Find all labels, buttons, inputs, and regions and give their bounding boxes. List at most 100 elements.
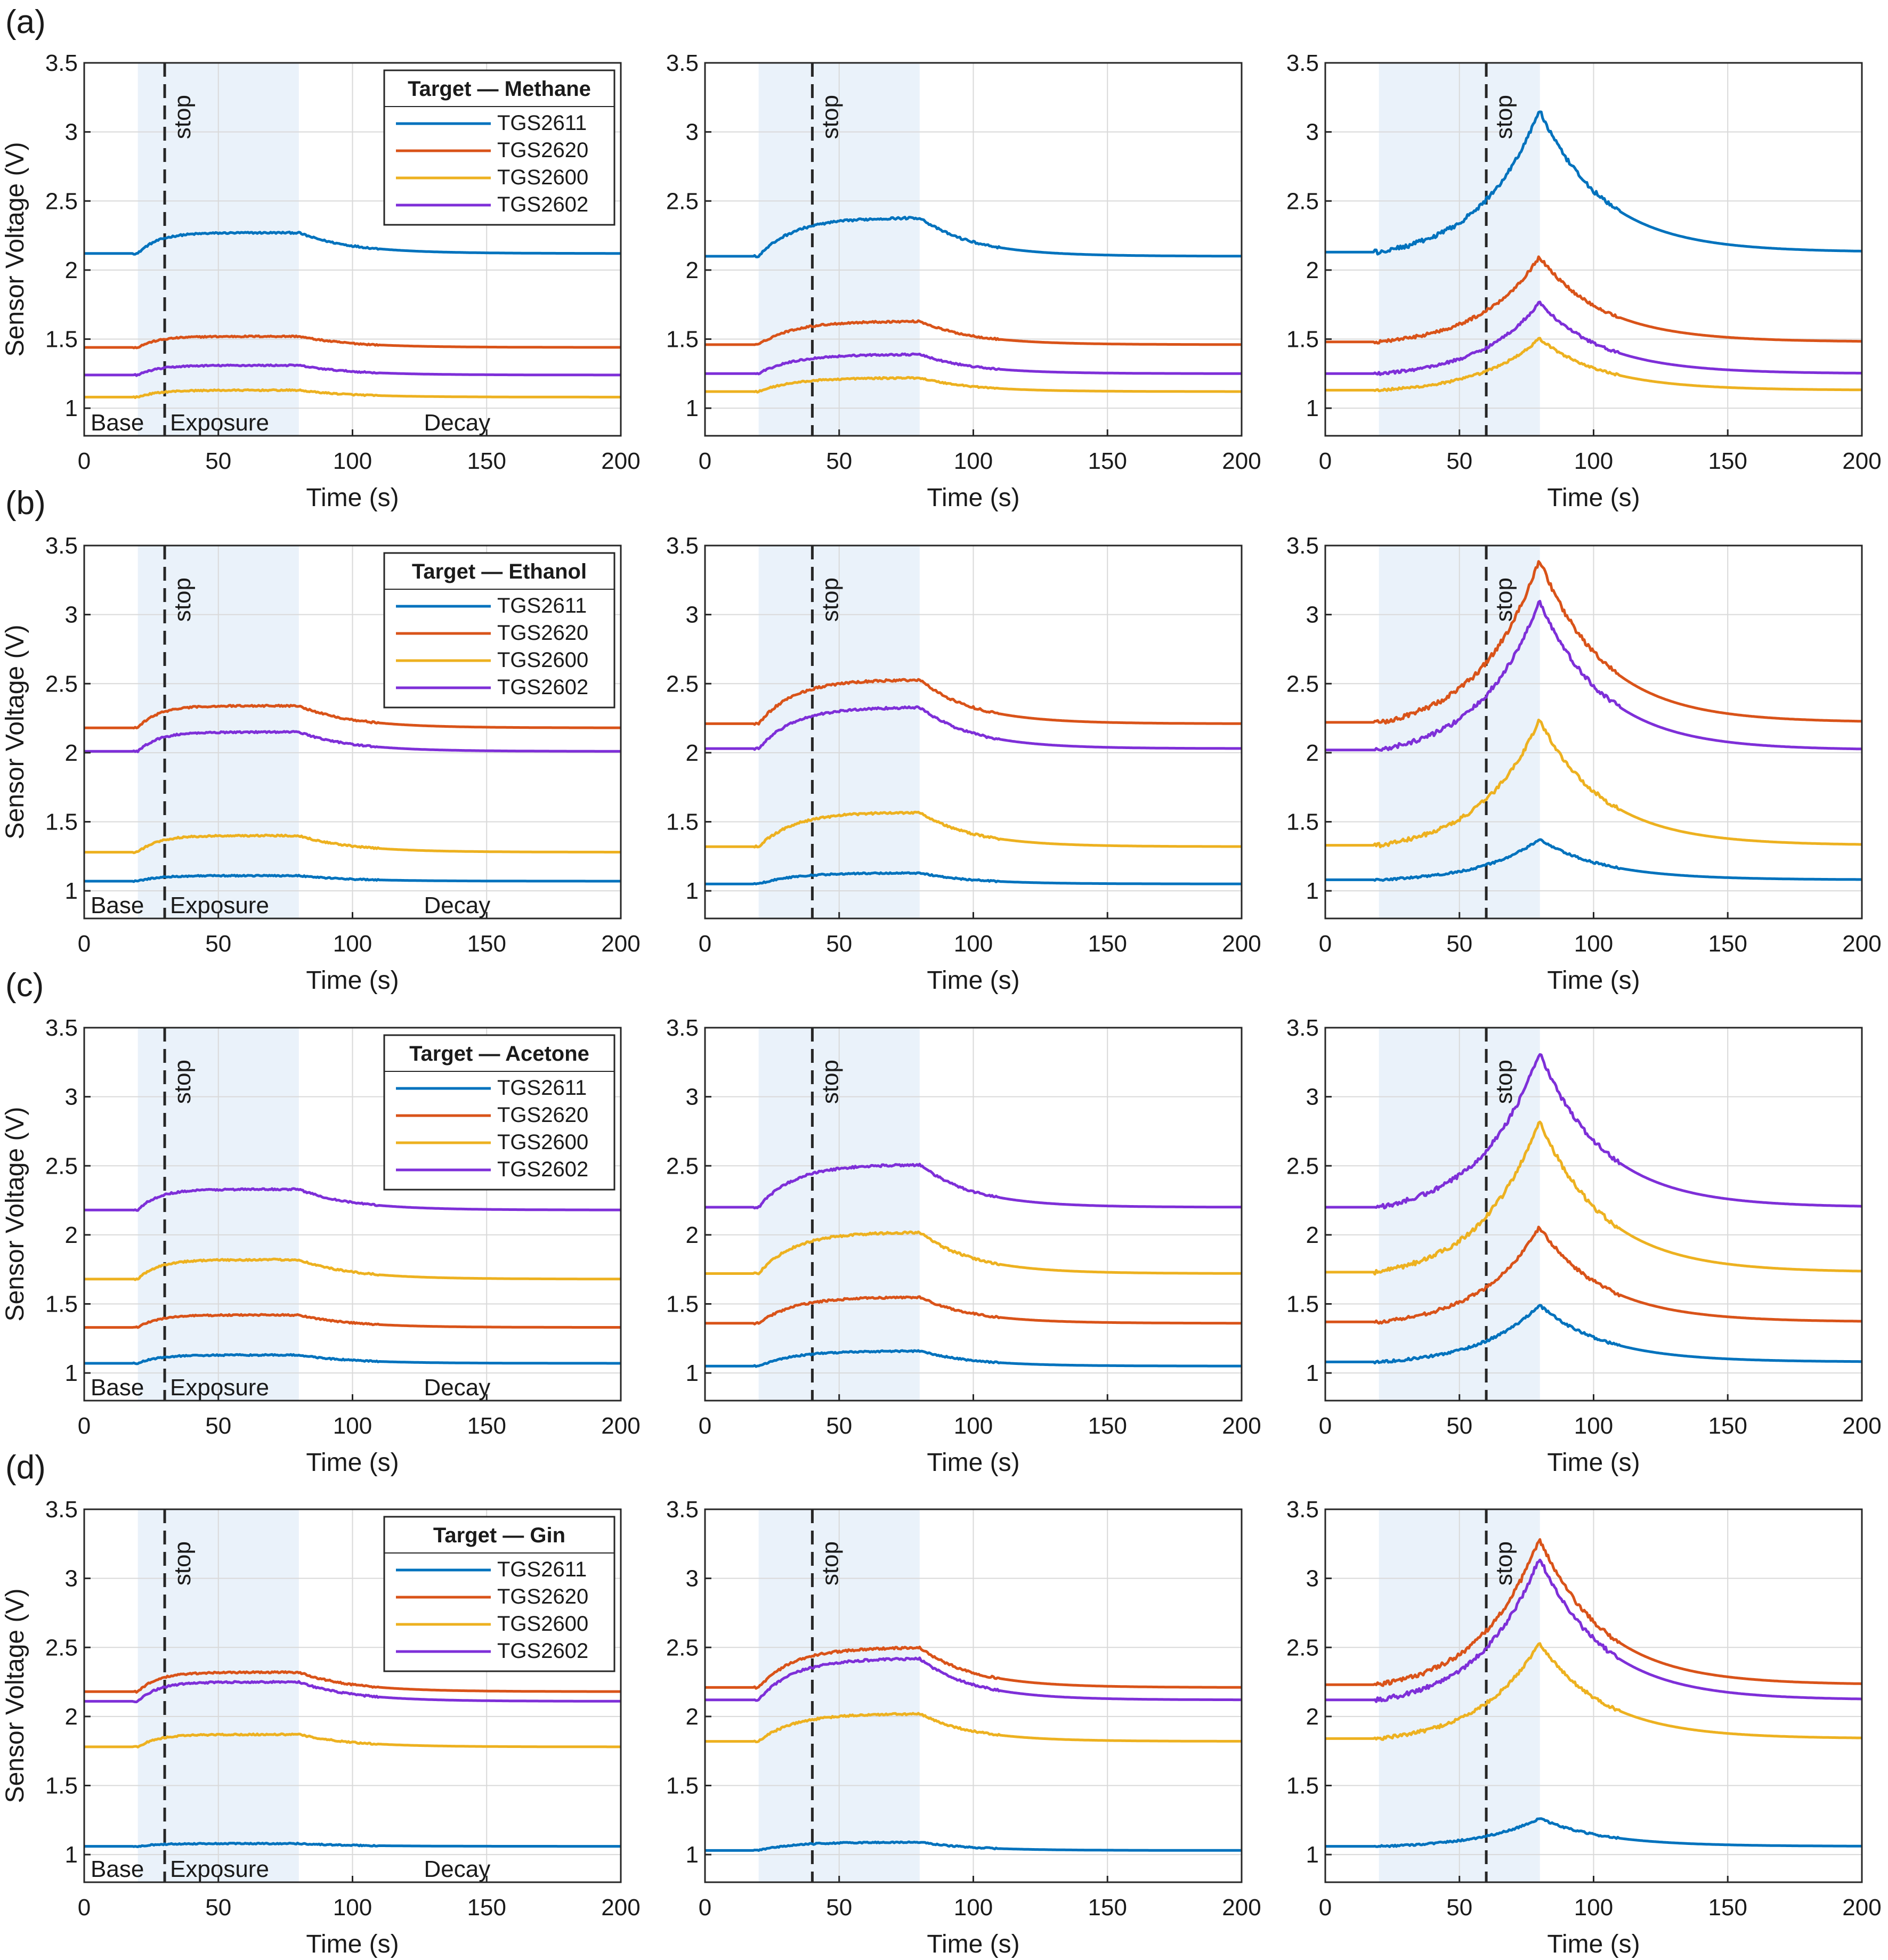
x-tick-label: 0 [699, 1894, 711, 1921]
x-axis-label: Time (s) [1547, 1449, 1640, 1477]
y-tick-label: 2.5 [45, 1153, 78, 1179]
region-label-decay: Decay [424, 892, 491, 918]
series-line-TGS2620 [84, 1670, 621, 1694]
series-line-TGS2602 [1325, 1558, 1862, 1703]
x-tick-label: 50 [1446, 931, 1472, 957]
y-axis-label: Sensor Voltage (V) [1, 1589, 29, 1803]
y-tick-label: 3 [65, 1084, 78, 1110]
series-line-TGS2611 [705, 1349, 1242, 1368]
y-tick-label: 2.5 [666, 671, 699, 697]
series-line-TGS2600 [705, 376, 1242, 394]
y-tick-label: 3.5 [666, 533, 699, 559]
x-tick-label: 150 [1088, 448, 1127, 474]
series-line-TGS2620 [705, 319, 1242, 346]
series-line-TGS2600 [84, 1257, 621, 1281]
y-tick-label: 3 [1306, 119, 1319, 145]
region-label-exposure: Exposure [170, 1856, 269, 1882]
x-axis-label: Time (s) [1547, 966, 1640, 995]
legend-box [383, 552, 615, 709]
panel-r4-c1: stop 0 50 100 150 200 1 1.5 2 2.5 3 3.5 Time (s) Sens… [1, 1497, 641, 1958]
y-tick-label: 2.5 [1286, 671, 1319, 697]
y-tick-label: 1 [65, 395, 78, 421]
x-axis-label: Time (s) [306, 484, 399, 512]
series-line-TGS2600 [1325, 718, 1862, 849]
x-tick-label: 100 [1574, 931, 1613, 957]
legend: Target — Methane TGS2611 TGS2620 TGS2600 TGS… [383, 69, 615, 226]
y-tick-label: 1 [686, 878, 699, 904]
region-label-base: Base [91, 1375, 144, 1401]
row-label-d: (d) [5, 1449, 46, 1486]
x-tick-label: 50 [1446, 1413, 1472, 1439]
x-tick-label: 200 [1842, 1894, 1881, 1921]
x-axis-label: Time (s) [927, 484, 1019, 512]
region-label-exposure: Exposure [170, 410, 269, 436]
legend-entry-TGS2600: TGS2600 [497, 1612, 588, 1636]
x-tick-label: 200 [1222, 931, 1261, 957]
y-tick-label: 2 [686, 257, 699, 283]
x-tick-label: 150 [1088, 1413, 1127, 1439]
legend-entry-TGS2602: TGS2602 [497, 1639, 588, 1663]
stop-label: stop [1491, 1541, 1517, 1585]
x-tick-label: 100 [333, 1894, 372, 1921]
legend-box [383, 69, 615, 226]
legend-title: Target — Gin [433, 1524, 565, 1547]
series-line-TGS2602 [84, 363, 621, 377]
x-tick-label: 200 [1842, 931, 1881, 957]
series-line-TGS2600 [84, 833, 621, 855]
y-tick-label: 1.5 [1286, 327, 1319, 353]
x-tick-label: 50 [205, 1894, 231, 1921]
y-tick-label: 3.5 [1286, 50, 1319, 76]
x-axis-label: Time (s) [1547, 1930, 1640, 1958]
legend-entry-TGS2611: TGS2611 [497, 1558, 587, 1581]
x-tick-label: 100 [954, 1413, 993, 1439]
y-tick-label: 2.5 [1286, 188, 1319, 214]
x-axis-label: Time (s) [306, 1930, 399, 1958]
y-tick-label: 2 [1306, 740, 1319, 766]
x-tick-label: 200 [601, 1894, 640, 1921]
y-tick-label: 2.5 [666, 1634, 699, 1661]
x-tick-label: 0 [78, 1894, 91, 1921]
series-line-TGS2620 [1325, 255, 1862, 345]
panel-r3-c1: stop 0 50 100 150 200 1 1.5 2 2.5 3 3.5 Time (s) Sens… [1, 1015, 641, 1477]
y-tick-label: 2.5 [1286, 1634, 1319, 1661]
x-tick-label: 0 [78, 931, 91, 957]
y-tick-label: 3.5 [1286, 1015, 1319, 1041]
x-tick-label: 100 [954, 931, 993, 957]
stop-label: stop [817, 578, 843, 622]
x-tick-label: 50 [205, 1413, 231, 1439]
y-tick-label: 2 [65, 1222, 78, 1248]
legend-entry-TGS2602: TGS2602 [497, 676, 588, 699]
x-tick-label: 0 [78, 448, 91, 474]
x-tick-label: 150 [1708, 931, 1747, 957]
y-tick-label: 1.5 [45, 1291, 78, 1317]
series-line-TGS2620 [1325, 560, 1862, 725]
stop-label: stop [1491, 578, 1517, 622]
panel-r1-c1: stop 0 50 100 150 200 1 1.5 2 2.5 3 3.5 Time (s) Sens… [1, 50, 641, 512]
x-tick-label: 100 [954, 1894, 993, 1921]
y-tick-label: 3.5 [45, 533, 78, 559]
series-line-TGS2620 [84, 334, 621, 349]
panel-r1-c3: stop 0 50 100 150 200 1 1.5 2 2.5 3 3.5 Time (s) [1286, 50, 1882, 512]
legend-entry-TGS2620: TGS2620 [497, 1585, 588, 1608]
series-line-TGS2620 [84, 1313, 621, 1329]
y-tick-label: 1 [65, 878, 78, 904]
y-tick-label: 1 [65, 1360, 78, 1386]
x-tick-label: 200 [1222, 448, 1261, 474]
y-tick-label: 3 [1306, 602, 1319, 628]
y-tick-label: 3 [65, 119, 78, 145]
x-tick-label: 100 [333, 931, 372, 957]
x-tick-label: 100 [954, 448, 993, 474]
y-tick-label: 2 [1306, 1704, 1319, 1730]
row-label-a: (a) [5, 4, 46, 40]
legend-entry-TGS2611: TGS2611 [497, 1076, 587, 1100]
panel-r4-c3: stop 0 50 100 150 200 1 1.5 2 2.5 3 3.5 Time (s) [1286, 1497, 1882, 1958]
x-tick-label: 50 [1446, 448, 1472, 474]
y-tick-label: 3.5 [1286, 1497, 1319, 1523]
series-line-TGS2602 [1325, 300, 1862, 376]
series-line-TGS2600 [705, 1230, 1242, 1275]
x-tick-label: 200 [1842, 448, 1881, 474]
y-tick-label: 1.5 [45, 1773, 78, 1799]
x-tick-label: 150 [1088, 1894, 1127, 1921]
panel-r3-c2: stop 0 50 100 150 200 1 1.5 2 2.5 3 3.5 Time (s) [666, 1015, 1261, 1477]
